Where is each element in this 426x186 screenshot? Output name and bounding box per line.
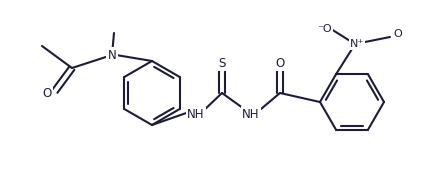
Text: NH: NH <box>242 108 260 121</box>
Text: N: N <box>108 49 116 62</box>
Text: N⁺: N⁺ <box>350 39 364 49</box>
Text: NH: NH <box>187 108 205 121</box>
Text: O: O <box>42 86 52 100</box>
Text: O: O <box>275 57 285 70</box>
Text: ⁻O: ⁻O <box>318 24 332 34</box>
Text: S: S <box>218 57 226 70</box>
Text: O: O <box>394 29 403 39</box>
